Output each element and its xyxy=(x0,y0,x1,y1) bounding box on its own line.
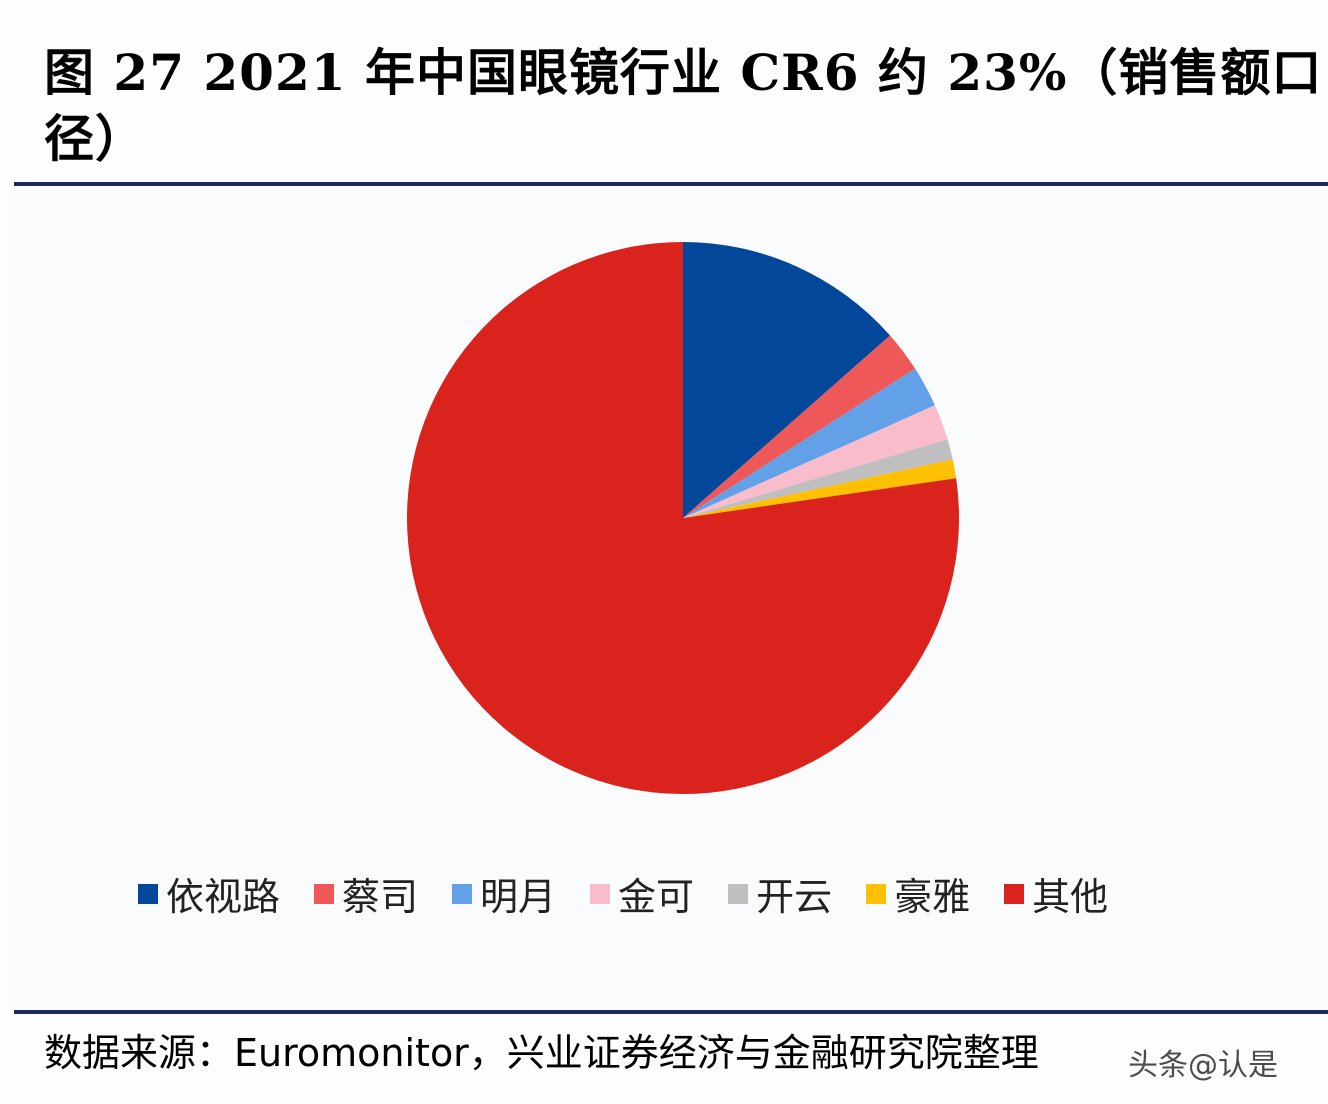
legend-swatch-icon xyxy=(866,883,887,904)
legend-swatch-icon xyxy=(138,883,158,904)
legend-swatch-icon xyxy=(452,883,473,904)
watermark: 头条@认是 xyxy=(1128,1048,1278,1083)
legend-item: 豪雅 xyxy=(866,866,970,921)
legend-item: 其他 xyxy=(1004,866,1108,921)
legend-label: 蔡司 xyxy=(342,875,419,919)
legend-swatch-icon xyxy=(314,883,335,904)
legend-item: 蔡司 xyxy=(314,866,418,921)
source-note: 数据来源：Euromonitor，兴业证券经济与金融研究院整理 xyxy=(44,1031,1039,1075)
legend-label: 其他 xyxy=(1032,875,1109,919)
legend-label: 明月 xyxy=(480,875,557,919)
pie-slice-6 xyxy=(683,459,957,518)
pie-slice-5 xyxy=(683,439,953,518)
pie-slice-4 xyxy=(683,405,948,518)
pie-chart xyxy=(407,242,959,794)
legend-item: 明月 xyxy=(452,866,556,921)
pie-slice-1 xyxy=(683,242,891,518)
legend-swatch-icon xyxy=(590,883,611,904)
pie-slice-2 xyxy=(683,335,916,518)
legend-label: 开云 xyxy=(756,875,833,919)
legend-item: 金可 xyxy=(590,866,694,921)
legend-label: 金可 xyxy=(618,875,695,919)
source-divider xyxy=(14,1010,1328,1014)
legend-swatch-icon xyxy=(1004,883,1025,904)
figure-title: 图 27 2021 年中国眼镜行业 CR6 约 23%（销售额口径） xyxy=(44,43,1323,168)
legend-label: 豪雅 xyxy=(894,875,971,919)
chart-legend: 依视路 蔡司 明月 金可 开云 豪雅 其他 xyxy=(138,866,1142,921)
legend-swatch-icon xyxy=(728,883,749,904)
legend-label: 依视路 xyxy=(166,875,281,919)
legend-item: 开云 xyxy=(728,866,832,921)
title-divider xyxy=(14,182,1328,186)
legend-item: 依视路 xyxy=(138,866,280,921)
pie-slice-3 xyxy=(683,368,935,518)
pie-slice-7 xyxy=(407,242,959,794)
